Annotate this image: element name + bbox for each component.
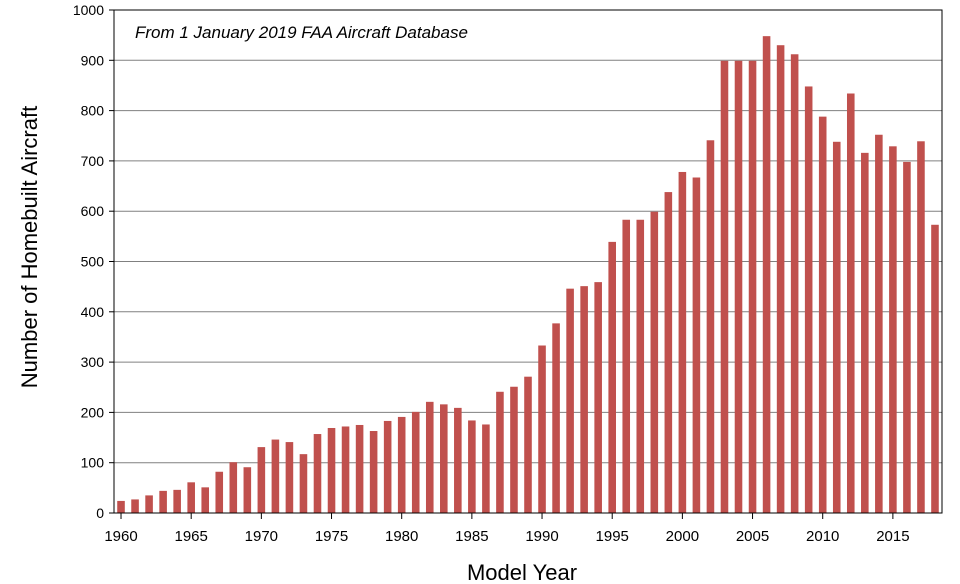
bar-2014 bbox=[875, 134, 883, 513]
bar-2013 bbox=[861, 152, 869, 514]
bar-1969 bbox=[243, 467, 252, 513]
bar-2016 bbox=[903, 161, 911, 513]
bar-1961 bbox=[131, 499, 139, 513]
x-axis-ticks: 1960 1965 1970 1975 1980 1985 1990 1995 2000 2005… bbox=[104, 513, 910, 545]
bar-1973 bbox=[299, 454, 308, 513]
bar-2003 bbox=[720, 60, 729, 513]
bar-1978 bbox=[369, 431, 378, 513]
x-axis-title: Model Year bbox=[467, 560, 577, 584]
x-tick-label-1990: 1990 bbox=[525, 528, 558, 545]
bar-1987 bbox=[496, 391, 504, 513]
y-tick-label-800: 800 bbox=[81, 103, 105, 119]
bar-1976 bbox=[341, 426, 350, 513]
bar-1971 bbox=[271, 439, 280, 513]
bar-1979 bbox=[383, 420, 392, 513]
bar-1991 bbox=[552, 323, 560, 513]
bar-2000 bbox=[678, 171, 687, 513]
x-tick-label-2000: 2000 bbox=[666, 528, 699, 545]
y-tick-label-700: 700 bbox=[81, 153, 105, 169]
bar-2017 bbox=[917, 141, 925, 513]
x-tick-label-1980: 1980 bbox=[385, 528, 418, 545]
bar-1962 bbox=[145, 495, 153, 513]
bar-1984 bbox=[454, 407, 462, 513]
y-tick-label-500: 500 bbox=[81, 254, 105, 270]
bar-1996 bbox=[622, 219, 631, 513]
y-tick-label-1000: 1000 bbox=[73, 2, 104, 18]
bar-1960 bbox=[117, 500, 125, 513]
x-tick-label-1985: 1985 bbox=[455, 528, 488, 545]
x-tick-label-1960: 1960 bbox=[104, 528, 137, 545]
bar-2012 bbox=[846, 93, 855, 514]
bar-2018 bbox=[931, 224, 939, 513]
bar-2001 bbox=[692, 177, 701, 513]
bar-1983 bbox=[440, 404, 448, 513]
y-tick-label-900: 900 bbox=[81, 52, 105, 68]
y-tick-label-100: 100 bbox=[81, 455, 105, 471]
bar-1968 bbox=[229, 462, 238, 513]
chart-annotation: From 1 January 2019 FAA Aircraft Databas… bbox=[135, 23, 468, 42]
y-tick-label-400: 400 bbox=[81, 304, 105, 320]
bar-1966 bbox=[201, 487, 210, 513]
bar-1994 bbox=[594, 282, 602, 513]
x-tick-label-2010: 2010 bbox=[806, 528, 839, 545]
bars bbox=[117, 36, 939, 514]
bar-1997 bbox=[636, 219, 645, 513]
bar-1981 bbox=[411, 411, 420, 513]
bar-1967 bbox=[215, 471, 224, 513]
y-tick-label-300: 300 bbox=[81, 354, 105, 370]
y-axis-ticks: 0 100 200 300 400 500 600 700 800 900 1000 bbox=[73, 2, 114, 521]
bar-1970 bbox=[257, 447, 266, 513]
bar-2002 bbox=[706, 140, 715, 514]
x-tick-label-1975: 1975 bbox=[315, 528, 348, 545]
bar-1993 bbox=[580, 286, 588, 513]
bar-1995 bbox=[608, 241, 616, 513]
y-tick-label-0: 0 bbox=[96, 505, 104, 521]
bar-1975 bbox=[327, 427, 336, 513]
bar-1972 bbox=[285, 442, 294, 513]
bar-1986 bbox=[482, 424, 490, 513]
bar-1992 bbox=[566, 288, 574, 513]
bar-1965 bbox=[187, 482, 195, 513]
bar-1980 bbox=[397, 416, 406, 513]
bar-1982 bbox=[425, 401, 434, 513]
bar-1963 bbox=[159, 490, 167, 513]
bar-2011 bbox=[832, 141, 841, 513]
bar-1990 bbox=[538, 345, 546, 513]
gridlines bbox=[114, 59, 942, 464]
bar-2005 bbox=[748, 60, 757, 513]
y-tick-label-200: 200 bbox=[81, 404, 105, 420]
bar-1985 bbox=[468, 420, 476, 513]
y-tick-label-600: 600 bbox=[81, 203, 105, 219]
y-axis-title: Number of Homebuilt Aircraft bbox=[17, 106, 42, 388]
bar-1974 bbox=[313, 434, 322, 513]
x-tick-label-1970: 1970 bbox=[245, 528, 278, 545]
bar-1977 bbox=[355, 424, 364, 513]
x-tick-label-1965: 1965 bbox=[174, 528, 207, 545]
x-tick-label-1995: 1995 bbox=[596, 528, 629, 545]
bar-2009 bbox=[804, 86, 813, 514]
x-tick-label-2015: 2015 bbox=[876, 528, 909, 545]
bar-1988 bbox=[510, 386, 518, 513]
bar-1998 bbox=[650, 211, 659, 513]
bar-1999 bbox=[664, 192, 673, 513]
bar-1989 bbox=[524, 376, 532, 513]
bar-2010 bbox=[818, 116, 827, 514]
bar-2006 bbox=[762, 36, 771, 513]
x-tick-label-2005: 2005 bbox=[736, 528, 769, 545]
bar-2008 bbox=[790, 54, 799, 513]
bar-2015 bbox=[889, 146, 897, 514]
bar-1964 bbox=[173, 489, 181, 513]
bar-2007 bbox=[776, 45, 785, 514]
bar-2004 bbox=[734, 60, 743, 513]
